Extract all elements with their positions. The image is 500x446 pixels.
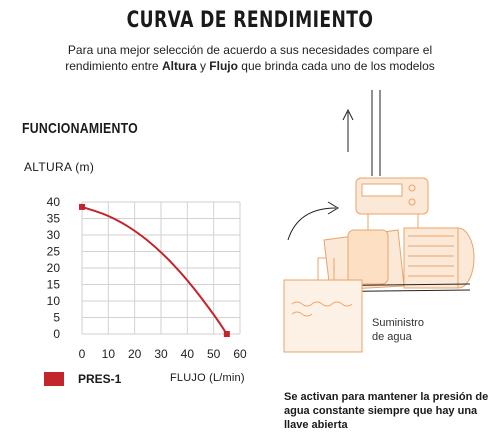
subtitle-flujo: Flujo xyxy=(209,59,238,73)
curved-arrow-icon xyxy=(287,201,339,241)
data-point-end xyxy=(223,331,230,337)
x-tick-label: 10 xyxy=(102,347,116,361)
y-tick-label: 25 xyxy=(47,245,61,259)
discharge-pipe xyxy=(371,90,381,176)
supply-label-line2: de agua xyxy=(372,331,412,343)
x-tick-label: 50 xyxy=(207,347,221,361)
performance-chart: 0 5 10 15 20 25 30 35 40 0 10 20 30 40 50 60 xyxy=(47,195,247,361)
x-axis-label: FLUJO (L/min) xyxy=(170,372,245,384)
water-tank xyxy=(283,279,363,353)
up-arrow-icon xyxy=(342,108,354,152)
note-text: Se activan para mantener la presión de a… xyxy=(284,391,489,431)
y-tick-label: 5 xyxy=(53,311,60,325)
x-tick-label: 0 xyxy=(79,347,86,361)
y-tick-label: 10 xyxy=(47,294,61,308)
x-tick-label: 40 xyxy=(181,347,195,361)
subtitle-text-end: que brinda cada uno de los modelos xyxy=(237,59,435,73)
section-title: FUNCIONAMIENTO xyxy=(22,120,138,137)
page-subtitle: Para una mejor selección de acuerdo a su… xyxy=(60,42,440,74)
y-tick-label: 30 xyxy=(47,228,61,242)
subtitle-altura: Altura xyxy=(161,59,197,73)
y-tick-label: 20 xyxy=(47,261,61,275)
y-tick-label: 0 xyxy=(53,327,60,341)
subtitle-text-mid: y xyxy=(196,59,210,73)
x-tick-label: 30 xyxy=(154,347,168,361)
x-tick-label: 20 xyxy=(128,347,142,361)
supply-label: Suministro de agua xyxy=(372,316,424,344)
subtitle-text-start: Para una mejor selección de acuerdo a su… xyxy=(65,43,433,73)
legend-label-pres1: PRES-1 xyxy=(78,372,122,386)
y-tick-label: 40 xyxy=(47,195,61,209)
supply-label-line1: Suministro xyxy=(372,317,424,329)
page-title: CURVA DE RENDIMIENTO xyxy=(126,8,374,33)
x-tick-label: 60 xyxy=(233,347,247,361)
y-tick-label: 15 xyxy=(47,278,61,292)
y-tick-label: 35 xyxy=(47,212,61,226)
data-point-start xyxy=(79,203,85,210)
legend-swatch-pres1 xyxy=(44,372,64,386)
pump-diagram xyxy=(283,90,475,353)
y-axis-label: ALTURA (m) xyxy=(24,160,95,174)
series-line-pres-1 xyxy=(81,205,228,335)
